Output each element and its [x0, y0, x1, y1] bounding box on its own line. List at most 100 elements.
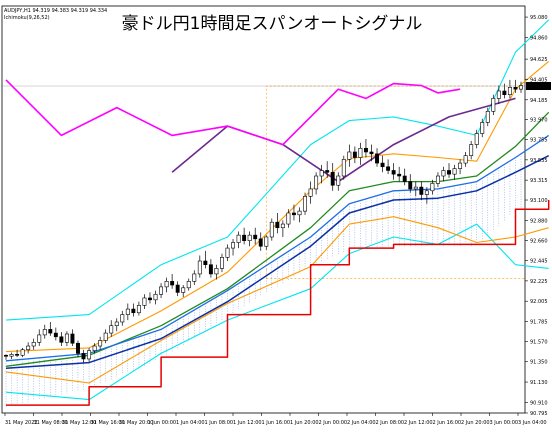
candle-body [81, 353, 86, 360]
candle-body [303, 196, 307, 212]
x-tick-label: 1 Jun 16:00 [262, 420, 291, 426]
candle-body [463, 155, 468, 164]
x-tick-label: 31 May 08:00 [34, 420, 68, 426]
candle-body [308, 188, 313, 197]
x-tick-label: 31 May 12:00 [62, 420, 96, 426]
candle-body [519, 85, 523, 90]
candle-body [26, 345, 31, 351]
x-tick-label: 1 Jun 00:00 [148, 420, 177, 426]
candle-body [408, 181, 413, 190]
candle-body [59, 336, 64, 343]
candle-body [159, 286, 164, 295]
candle-body [103, 332, 108, 341]
y-tick-label: 90.910 [530, 400, 548, 406]
candle-body [424, 190, 429, 195]
candle-body [447, 170, 451, 175]
x-tick-label: 1 Jun 20:00 [290, 420, 319, 426]
candle-body [491, 98, 496, 112]
x-tick-label: 3 Jun 04:00 [518, 420, 547, 426]
candle-body [291, 212, 296, 216]
candle-body [397, 173, 402, 177]
candle-body [502, 90, 507, 95]
y-tick-label: 92.445 [530, 259, 548, 265]
candle-body [120, 314, 125, 323]
candle-body [70, 333, 75, 344]
candle-body [247, 234, 252, 241]
candle-body [9, 354, 14, 357]
y-tick-label: 92.005 [530, 299, 548, 305]
candle-body [269, 221, 274, 238]
candle-body [480, 122, 485, 134]
y-tick-label: 92.660 [530, 239, 548, 245]
y-tick-label: 92.880 [530, 218, 548, 224]
y-tick-label: 91.785 [530, 320, 548, 326]
candle-body [325, 170, 330, 173]
candle-body [347, 151, 352, 160]
candle-body [341, 159, 346, 177]
candle-body [264, 236, 269, 247]
candle-body [214, 268, 219, 275]
candle-body [15, 354, 20, 356]
candle-body [208, 264, 213, 275]
candle-body [181, 287, 186, 293]
y-tick-label: 94.860 [530, 35, 548, 41]
y-tick-label: 91.130 [530, 380, 548, 386]
candle-body [20, 349, 25, 356]
candle-body [87, 350, 92, 360]
candle-body [363, 147, 368, 153]
y-tick-label: 93.970 [530, 118, 548, 124]
candle-body [369, 151, 374, 155]
candle-body [441, 170, 446, 177]
candle-body [114, 321, 119, 326]
moving-average-line [5, 111, 550, 367]
y-tick-label: 94.405 [530, 77, 548, 83]
indicator-header: Ichimoku(9,26,52) [4, 15, 50, 21]
y-tick-label: 90.795 [530, 411, 548, 417]
y-tick-label: 93.315 [530, 178, 548, 184]
candle-body [42, 329, 47, 336]
candle-body [197, 260, 202, 275]
candle-body [430, 183, 435, 192]
x-tick-label: 1 Jun 12:00 [233, 420, 262, 426]
candle-body [136, 305, 141, 314]
candle-body [507, 87, 512, 95]
candle-body [53, 332, 58, 338]
candle-body [419, 186, 424, 195]
y-tick-label: 91.350 [530, 360, 548, 366]
candle-body [231, 242, 236, 249]
candle-body [435, 175, 440, 184]
candle-body [386, 166, 391, 171]
bollinger-outer-line [5, 19, 550, 321]
plot-frame [1, 5, 526, 414]
candle-body [203, 260, 208, 266]
candle-body [98, 340, 103, 347]
y-tick-label: 93.100 [530, 198, 548, 204]
x-tick-label: 31 May 2022 [5, 420, 38, 426]
candle-body [220, 257, 224, 269]
candle-body [186, 281, 191, 289]
y-tick-label: 93.755 [530, 138, 548, 144]
candle-body [125, 308, 130, 315]
x-tick-label: 3 Jun 00:00 [490, 420, 519, 426]
candle-body [469, 144, 474, 156]
y-tick-label: 93.535 [530, 158, 548, 164]
candle-body [402, 175, 407, 182]
candle-body [280, 223, 285, 229]
candle-body [131, 308, 136, 314]
candle-body [319, 170, 324, 177]
x-tick-label: 31 May 20:00 [119, 420, 153, 426]
y-tick-label: 95.080 [530, 15, 548, 21]
candle-body [148, 297, 152, 301]
candle-body [48, 329, 53, 334]
candle-body [352, 151, 357, 158]
candle-body [330, 172, 335, 186]
candle-body [242, 234, 247, 241]
candle-body [76, 342, 80, 354]
candle-body [192, 273, 197, 282]
candle-body [153, 293, 158, 301]
x-tick-label: 2 Jun 08:00 [376, 420, 405, 426]
candle-body [314, 175, 319, 190]
span-signal-line [5, 79, 461, 146]
x-tick-label: 1 Jun 04:00 [176, 420, 205, 426]
